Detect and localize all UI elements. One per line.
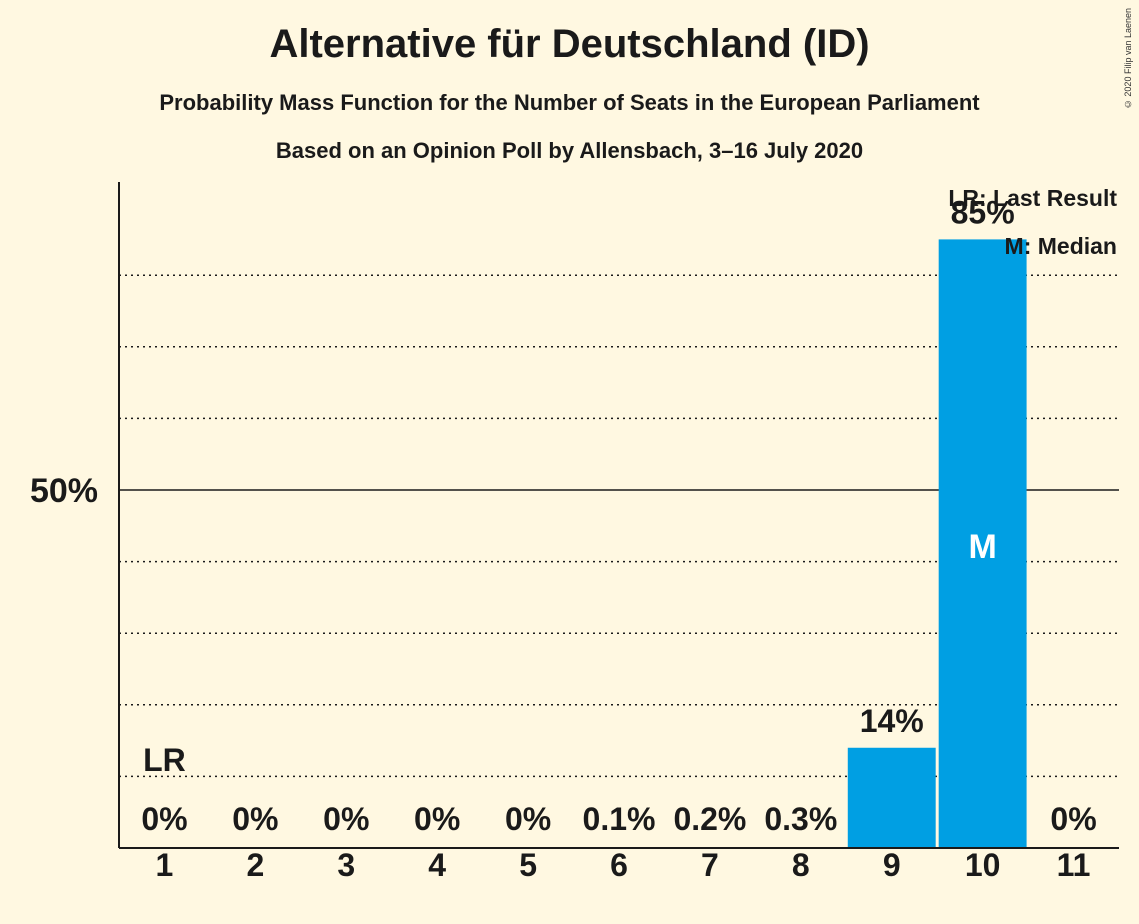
x-tick-label-1: 1 xyxy=(156,847,174,883)
value-label-9: 14% xyxy=(860,703,924,739)
value-label-4: 0% xyxy=(414,801,460,837)
y-tick-label: 50% xyxy=(30,472,98,510)
value-label-10: 85% xyxy=(951,194,1015,230)
bar-9 xyxy=(847,747,936,848)
x-tick-label-4: 4 xyxy=(428,847,446,883)
chart-title: Alternative für Deutschland (ID) xyxy=(269,22,870,66)
value-label-1: 0% xyxy=(141,801,187,837)
x-tick-label-8: 8 xyxy=(792,847,810,883)
x-tick-label-7: 7 xyxy=(701,847,719,883)
last-result-marker: LR xyxy=(143,742,186,778)
value-label-3: 0% xyxy=(323,801,369,837)
value-label-2: 0% xyxy=(232,801,278,837)
x-tick-label-5: 5 xyxy=(519,847,537,883)
value-label-6: 0.1% xyxy=(583,801,656,837)
x-tick-label-2: 2 xyxy=(246,847,264,883)
value-label-11: 0% xyxy=(1050,801,1096,837)
median-marker: M xyxy=(968,528,996,566)
x-tick-label-3: 3 xyxy=(337,847,355,883)
x-tick-label-6: 6 xyxy=(610,847,628,883)
value-label-5: 0% xyxy=(505,801,551,837)
x-tick-label-9: 9 xyxy=(883,847,901,883)
legend-last-result: LR: Last Result xyxy=(948,185,1117,211)
value-label-8: 0.3% xyxy=(764,801,837,837)
value-label-7: 0.2% xyxy=(673,801,746,837)
legend-median: M: Median xyxy=(1004,233,1117,259)
x-tick-label-10: 10 xyxy=(965,847,1001,883)
chart-source-subtitle: Based on an Opinion Poll by Allensbach, … xyxy=(275,138,864,163)
x-tick-label-11: 11 xyxy=(1057,847,1091,883)
bar-10 xyxy=(938,239,1027,848)
chart-subtitle: Probability Mass Function for the Number… xyxy=(159,90,980,115)
